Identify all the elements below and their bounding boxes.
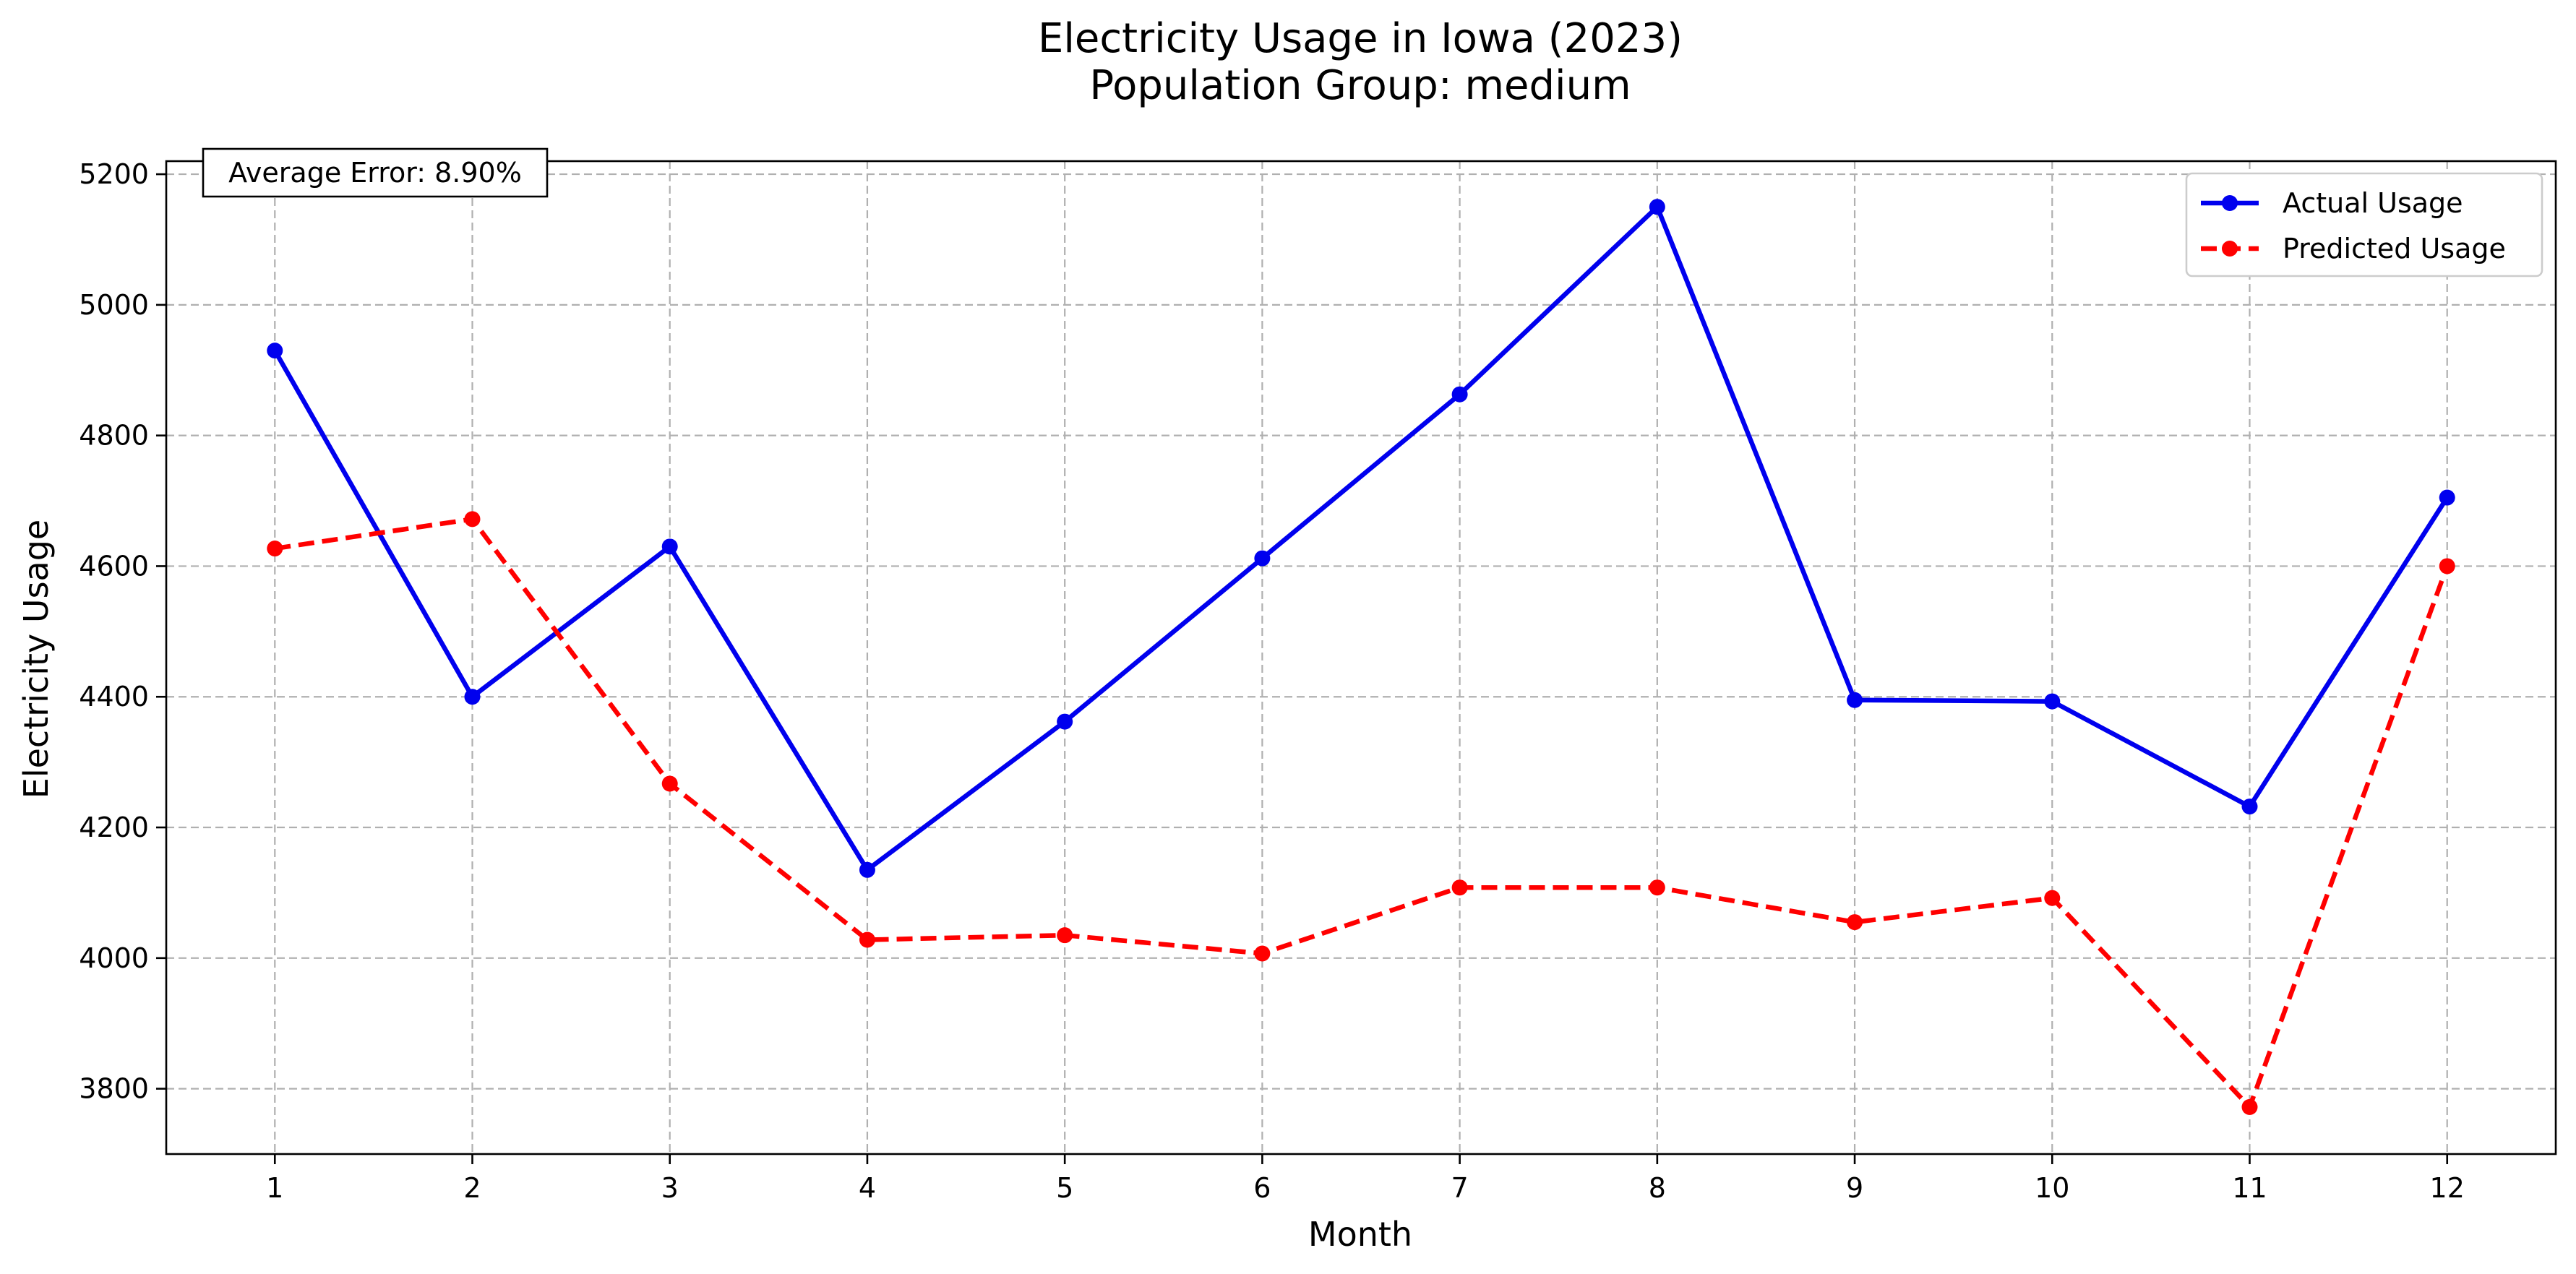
x-tick-label: 11 (2232, 1172, 2267, 1204)
y-tick-label: 4200 (79, 812, 149, 843)
actual-usage-line (272, 205, 2450, 873)
legend-item-actual-usage: Actual Usage (2201, 187, 2463, 219)
x-tick-label: 4 (859, 1172, 876, 1204)
legend-marker (2222, 195, 2238, 211)
predicted-usage-point (2439, 558, 2455, 574)
tick-layer: 1 2 3 4 5 6 7 8 9 10 11 123800400042004400460048005… (79, 158, 2465, 1204)
predicted-usage-series (267, 511, 2455, 1115)
actual-usage-point (2439, 489, 2455, 506)
x-axis-label: Month (1308, 1215, 1412, 1254)
legend-label: Predicted Usage (2283, 233, 2506, 264)
y-tick-label: 5200 (79, 158, 149, 190)
grid-layer (166, 161, 2556, 1154)
y-tick-label: 4600 (79, 550, 149, 582)
predicted-usage-point (464, 511, 481, 528)
x-tick-label: 7 (1451, 1172, 1469, 1204)
predicted-usage-line (274, 517, 2450, 1110)
legend-marker (2222, 241, 2238, 257)
predicted-usage-point (2044, 890, 2061, 906)
legend-item-predicted-usage: Predicted Usage (2201, 233, 2506, 264)
predicted-usage-point (2241, 1098, 2258, 1115)
legend-box (2185, 172, 2543, 277)
series-layer (267, 199, 2455, 1115)
actual-usage-point (2241, 799, 2258, 815)
predicted-usage-point (661, 775, 678, 792)
actual-usage-point (1254, 550, 1271, 567)
x-tick-label: 10 (2035, 1172, 2069, 1204)
predicted-usage-point (1649, 879, 1665, 896)
x-tick-label: 12 (2430, 1172, 2465, 1204)
annotation-text: Average Error: 8.90% (228, 157, 522, 189)
actual-usage-series (267, 199, 2455, 878)
predicted-usage-point (1451, 879, 1468, 896)
y-tick-label: 5000 (79, 289, 149, 321)
plot-frame (165, 160, 2557, 1155)
x-tick-label: 6 (1253, 1172, 1271, 1204)
y-tick-label: 3800 (79, 1073, 149, 1105)
actual-usage-point (1649, 199, 1665, 215)
x-tick-label: 8 (1649, 1172, 1666, 1204)
x-tick-label: 9 (1846, 1172, 1863, 1204)
annotation-box (202, 147, 549, 198)
actual-usage-point (859, 861, 875, 878)
y-tick-label: 4000 (79, 942, 149, 974)
y-tick-label: 4800 (79, 420, 149, 452)
actual-usage-point (1451, 386, 1468, 403)
average-error-annotation: Average Error: 8.90% (202, 147, 549, 198)
y-tick-label: 4400 (79, 681, 149, 713)
actual-usage-point (464, 689, 481, 705)
actual-usage-point (2044, 693, 2061, 710)
predicted-usage-point (1057, 927, 1073, 944)
legend-label: Actual Usage (2283, 187, 2463, 219)
predicted-usage-point (859, 931, 875, 948)
predicted-usage-point (1847, 914, 1863, 931)
actual-usage-point (661, 538, 678, 555)
actual-usage-point (267, 343, 283, 359)
x-tick-label: 3 (661, 1172, 679, 1204)
x-tick-label: 1 (266, 1172, 283, 1204)
chart-title: Electricity Usage in Iowa (2023) (1038, 15, 1683, 62)
chart-subtitle: Population Group: medium (1089, 62, 1631, 109)
actual-usage-point (1057, 713, 1073, 730)
y-axis-label: Electricity Usage (17, 520, 56, 799)
predicted-usage-point (1254, 945, 1271, 962)
actual-usage-point (1847, 692, 1863, 708)
legend: Actual Usage Predicted Usage (2185, 172, 2543, 277)
x-tick-label: 2 (463, 1172, 481, 1204)
predicted-usage-point (267, 541, 283, 557)
x-tick-label: 5 (1056, 1172, 1073, 1204)
